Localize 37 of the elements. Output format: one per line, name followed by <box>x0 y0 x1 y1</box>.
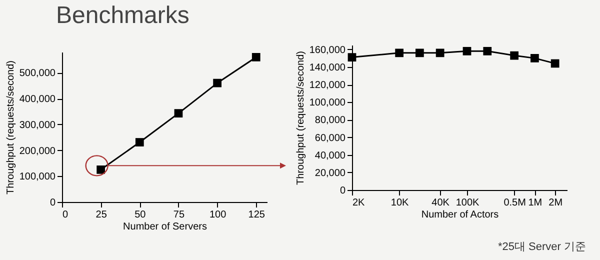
y-tick-label: 100,000 <box>19 172 56 183</box>
y-axis-title: Throughput (requests/second) <box>295 51 306 185</box>
y-axis-title: Throughput (requests/second) <box>5 60 16 194</box>
point <box>213 78 222 88</box>
x-tick-label: 1M <box>528 198 542 208</box>
x-tick-label: 50 <box>134 210 146 220</box>
x-tick-label: 100K <box>456 198 480 208</box>
point <box>135 138 144 146</box>
chart-title: Benchmarks <box>56 2 190 29</box>
x-tick-label: 0 <box>62 210 68 220</box>
text: *25대 Server 기준 <box>498 240 586 254</box>
y-tick-label: 400,000 <box>19 94 56 106</box>
y-tick-label: 80,000 <box>314 115 346 126</box>
y-tick-label: 0 <box>340 186 346 196</box>
y-tick-label: 120,000 <box>309 80 346 92</box>
y-tick-label: 200,000 <box>19 146 56 157</box>
x-axis-title: Number of Servers <box>123 222 207 232</box>
y-tick-label: 300,000 <box>19 120 56 131</box>
y-tick-label: 60,000 <box>314 132 346 144</box>
x-tick-label: 2M <box>548 198 563 208</box>
x-tick-label: 125 <box>248 210 266 220</box>
x-tick-label: 0.5M <box>504 198 526 208</box>
y-tick-label: 20,000 <box>314 168 346 179</box>
y-tick-label: 140,000 <box>309 62 346 74</box>
y-tick-label: 100,000 <box>309 98 346 109</box>
x-tick-label: 10K <box>390 198 410 208</box>
y-tick-label: 160,000 <box>309 44 346 56</box>
x-axis-title: Number of Actors <box>421 210 499 220</box>
y-tick-label: 500,000 <box>19 68 56 80</box>
x-tick-label: 100 <box>209 210 227 220</box>
x-tick-label: 2K <box>352 198 366 208</box>
y-tick-label: 40,000 <box>314 150 346 162</box>
point <box>174 109 183 118</box>
x-tick-label: 40K <box>432 198 450 208</box>
x-tick-label: 25 <box>96 210 108 220</box>
point <box>252 52 260 62</box>
x-tick-label: 75 <box>173 210 185 220</box>
